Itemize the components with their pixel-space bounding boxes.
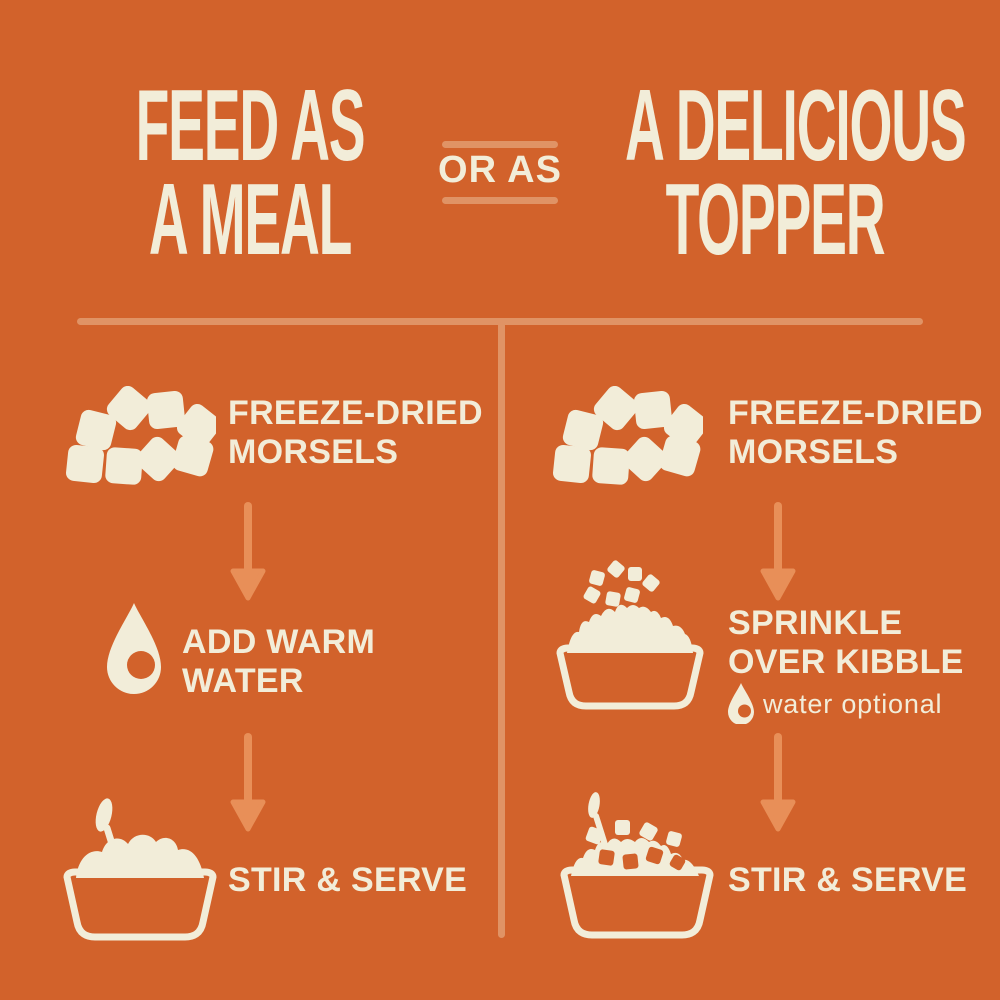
step-label-line: OVER KIBBLE: [728, 643, 964, 681]
step-label-line: STIR & SERVE: [728, 861, 968, 899]
step-label-line: MORSELS: [728, 433, 899, 471]
freeze-dried-morsels-icon: [66, 386, 216, 485]
connector-line-top: [442, 141, 558, 148]
bowl-with-sprinkle-icon: [556, 560, 704, 710]
step-label: SPRINKLE OVER KIBBLE: [728, 604, 964, 682]
step-label: ADD WARM WATER: [182, 623, 375, 701]
step-label: STIR & SERVE: [728, 861, 967, 900]
step-label-line: MORSELS: [228, 433, 399, 471]
left-title-line-2: A MEAL: [148, 163, 353, 277]
note-label: water optional: [763, 689, 943, 719]
horizontal-divider: [77, 318, 923, 325]
right-title: A DELICIOUS TOPPER: [525, 74, 1000, 271]
step-label: FREEZE-DRIED MORSELS: [728, 394, 983, 472]
step-label-line: FREEZE-DRIED: [728, 394, 983, 432]
left-title: FEED AS A MEAL: [0, 74, 500, 271]
down-arrow-icon: [230, 502, 266, 601]
small-water-drop-icon: [728, 683, 754, 724]
step-label-line: STIR & SERVE: [228, 861, 468, 899]
step-label-line: SPRINKLE: [728, 604, 903, 642]
right-title-line-1: A DELICIOUS: [625, 69, 967, 183]
vertical-divider: [498, 322, 505, 938]
step-label-line: FREEZE-DRIED: [228, 394, 483, 432]
right-title-line-2: TOPPER: [665, 163, 886, 277]
step-label-line: ADD WARM: [182, 623, 376, 661]
step-label: STIR & SERVE: [228, 861, 467, 900]
left-title-line-1: FEED AS: [135, 69, 366, 183]
down-arrow-icon: [760, 502, 796, 601]
connector-line-bottom: [442, 197, 558, 204]
connector-label: OR AS: [438, 149, 562, 191]
step-label-line: WATER: [182, 662, 304, 700]
down-arrow-icon: [230, 733, 266, 832]
freeze-dried-morsels-icon: [553, 386, 703, 485]
bowl-with-spoon-icon: [63, 798, 217, 941]
down-arrow-icon: [760, 733, 796, 832]
step-label: FREEZE-DRIED MORSELS: [228, 394, 483, 472]
water-drop-icon: [107, 603, 161, 694]
bowl-with-morsels-spoon-icon: [560, 792, 714, 939]
